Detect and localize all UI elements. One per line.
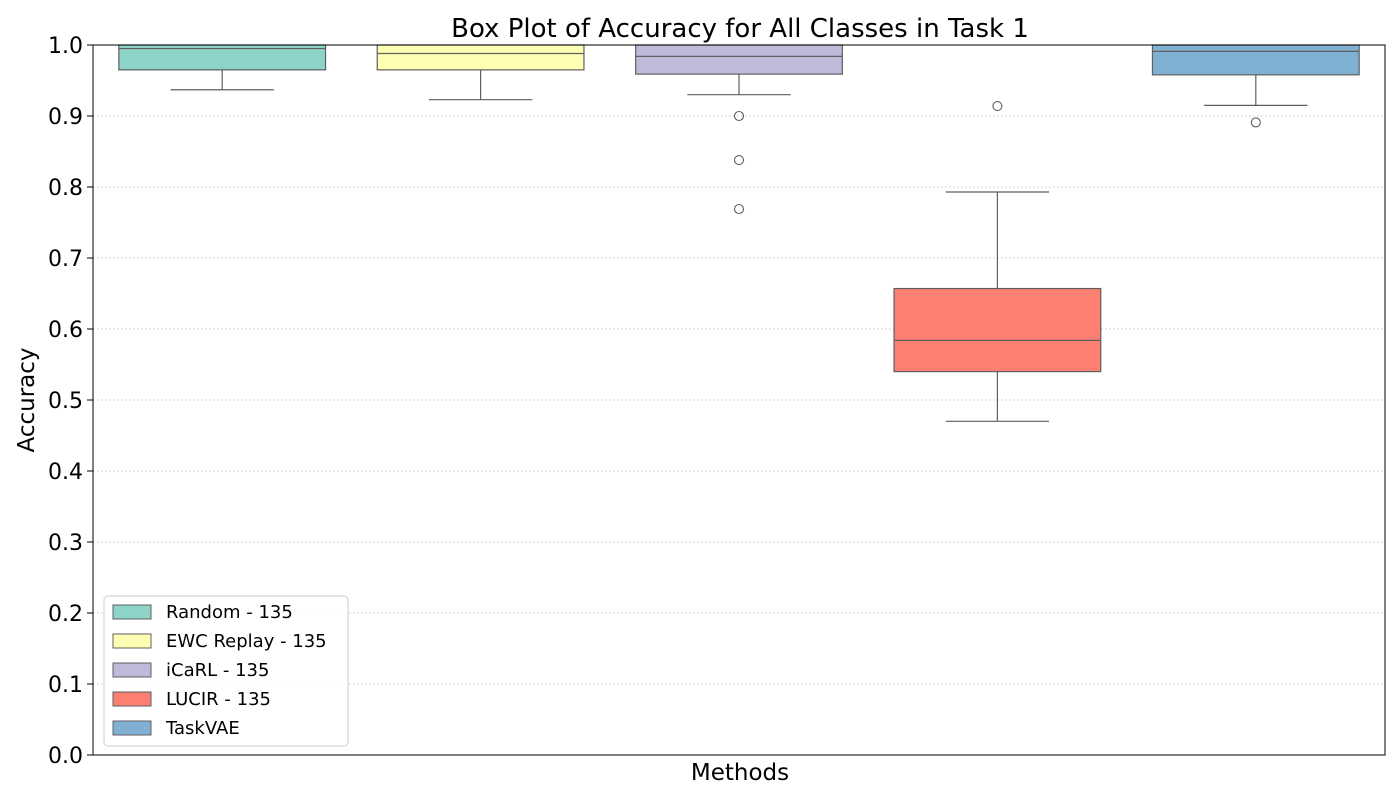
y-tick-label: 1.0 (48, 34, 83, 59)
legend-frame (103, 595, 349, 747)
legend-swatch (112, 633, 152, 649)
y-axis-title: Accuracy (14, 347, 40, 452)
y-tick-label: 0.1 (48, 673, 83, 698)
grid-lines (93, 115, 1385, 685)
y-tick-label: 0.7 (48, 247, 83, 272)
y-tick-label: 0.4 (48, 460, 83, 485)
outlier-point (1250, 117, 1261, 128)
boxes (118, 44, 1360, 422)
outlier-point (992, 101, 1003, 112)
legend-label: iCaRL - 135 (166, 660, 269, 681)
y-tick-label: 0.6 (48, 318, 83, 343)
legend-swatch (112, 662, 152, 678)
y-tick-label: 0.5 (48, 389, 83, 414)
legend-label: EWC Replay - 135 (166, 631, 327, 652)
legend-label: Random - 135 (166, 602, 293, 623)
box-body (635, 44, 843, 75)
box-body (893, 287, 1102, 373)
box-body (376, 44, 585, 71)
y-axis-ticks: 0.0 0.1 0.2 0.3 0.4 0.5 0.6 0.7 0.8 0.9 1.0 (48, 34, 93, 769)
y-tick-label: 0.8 (48, 176, 83, 201)
legend-swatch (112, 691, 152, 707)
box-body (1151, 44, 1360, 76)
legend-label: LUCIR - 135 (166, 689, 271, 710)
y-tick-label: 0.3 (48, 531, 83, 556)
outlier-point (733, 154, 745, 166)
box-4 (1151, 44, 1360, 128)
outlier-point (733, 110, 745, 122)
legend-swatch (112, 604, 152, 620)
y-tick-label: 0.9 (48, 105, 83, 130)
chart-title: Box Plot of Accuracy for All Classes in … (451, 14, 1029, 44)
box-1 (376, 44, 585, 101)
legend: Random - 135 EWC Replay - 135 iCaRL - 135 L… (103, 595, 349, 747)
legend-label: TaskVAE (165, 718, 240, 739)
y-tick-label: 0.2 (48, 602, 83, 627)
y-tick-label: 0.0 (48, 744, 83, 769)
box-3 (893, 101, 1102, 422)
outlier-point (733, 203, 745, 215)
x-axis-title: Methods (691, 760, 789, 786)
box-0 (118, 44, 327, 91)
legend-swatch (112, 720, 152, 736)
box-2 (635, 44, 843, 215)
